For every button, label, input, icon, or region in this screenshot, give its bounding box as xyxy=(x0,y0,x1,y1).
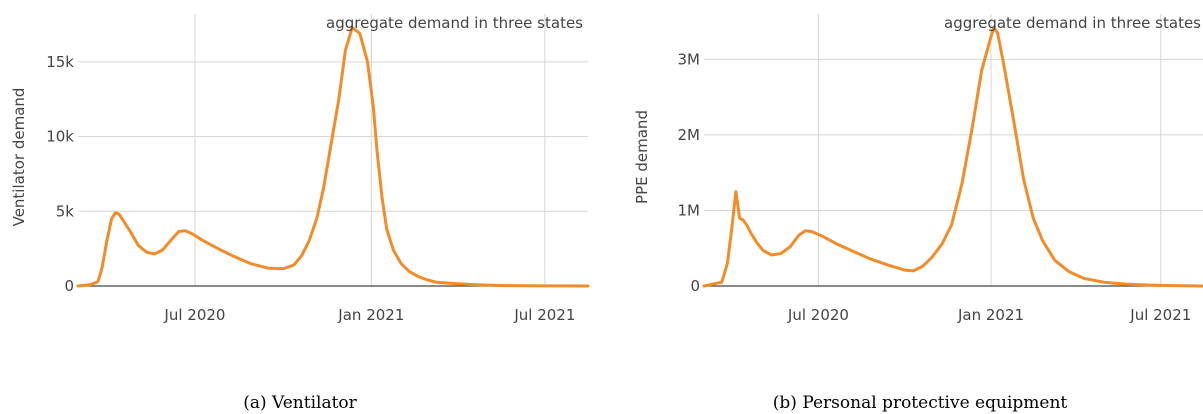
ventilator-x-tick-label: Jan 2021 xyxy=(337,306,404,324)
ventilator-x-tick-label: Jul 2021 xyxy=(513,306,575,324)
ventilator-annotation: aggregate demand in three states xyxy=(326,14,583,32)
ppe-x-tick-label: Jul 2021 xyxy=(1129,306,1191,324)
ppe-x-tick-label: Jan 2021 xyxy=(957,306,1024,324)
ppe-gridlines xyxy=(704,14,1203,287)
ppe-tick-labels: Jul 2020 Jan 2021 Jul 2021 0 1M 2M 3M xyxy=(678,50,1192,324)
ventilator-chart-panel: Jul 2020 Jan 2021 Jul 2021 0 5k 10k 15k aggreg… xyxy=(0,0,600,414)
ventilator-y-tick-label: 0 xyxy=(64,277,74,295)
ventilator-y-tick-label: 10k xyxy=(46,128,74,146)
ppe-y-tick-label: 2M xyxy=(678,126,701,144)
ventilator-x-tick-label: Jul 2020 xyxy=(163,306,225,324)
ppe-annotation: aggregate demand in three states xyxy=(944,14,1201,32)
ventilator-tick-labels: Jul 2020 Jan 2021 Jul 2021 0 5k 10k 15k xyxy=(46,53,575,324)
ventilator-caption: (a) Ventilator xyxy=(243,393,357,413)
ppe-x-tick-label: Jul 2020 xyxy=(787,306,849,324)
ppe-series-layer xyxy=(702,26,1203,288)
ventilator-y-axis-title: Ventilator demand xyxy=(10,88,28,227)
ppe-demand-line xyxy=(702,26,1203,288)
ppe-y-tick-label: 0 xyxy=(690,277,700,295)
ventilator-y-tick-label: 15k xyxy=(46,53,74,71)
ppe-chart: Jul 2020 Jan 2021 Jul 2021 0 1M 2M 3M aggregat… xyxy=(633,14,1203,413)
ppe-chart-panel: Jul 2020 Jan 2021 Jul 2021 0 1M 2M 3M aggregat… xyxy=(603,0,1203,414)
ventilator-demand-line xyxy=(76,26,590,288)
ppe-y-tick-label: 3M xyxy=(678,50,701,68)
ventilator-y-tick-label: 5k xyxy=(56,202,75,220)
ppe-y-axis-title: PPE demand xyxy=(633,110,651,204)
ppe-y-tick-label: 1M xyxy=(678,201,701,219)
ventilator-series-layer xyxy=(76,26,590,288)
ppe-caption: (b) Personal protective equipment xyxy=(773,393,1068,413)
ventilator-chart: Jul 2020 Jan 2021 Jul 2021 0 5k 10k 15k aggreg… xyxy=(10,14,590,413)
ventilator-gridlines xyxy=(78,14,588,287)
